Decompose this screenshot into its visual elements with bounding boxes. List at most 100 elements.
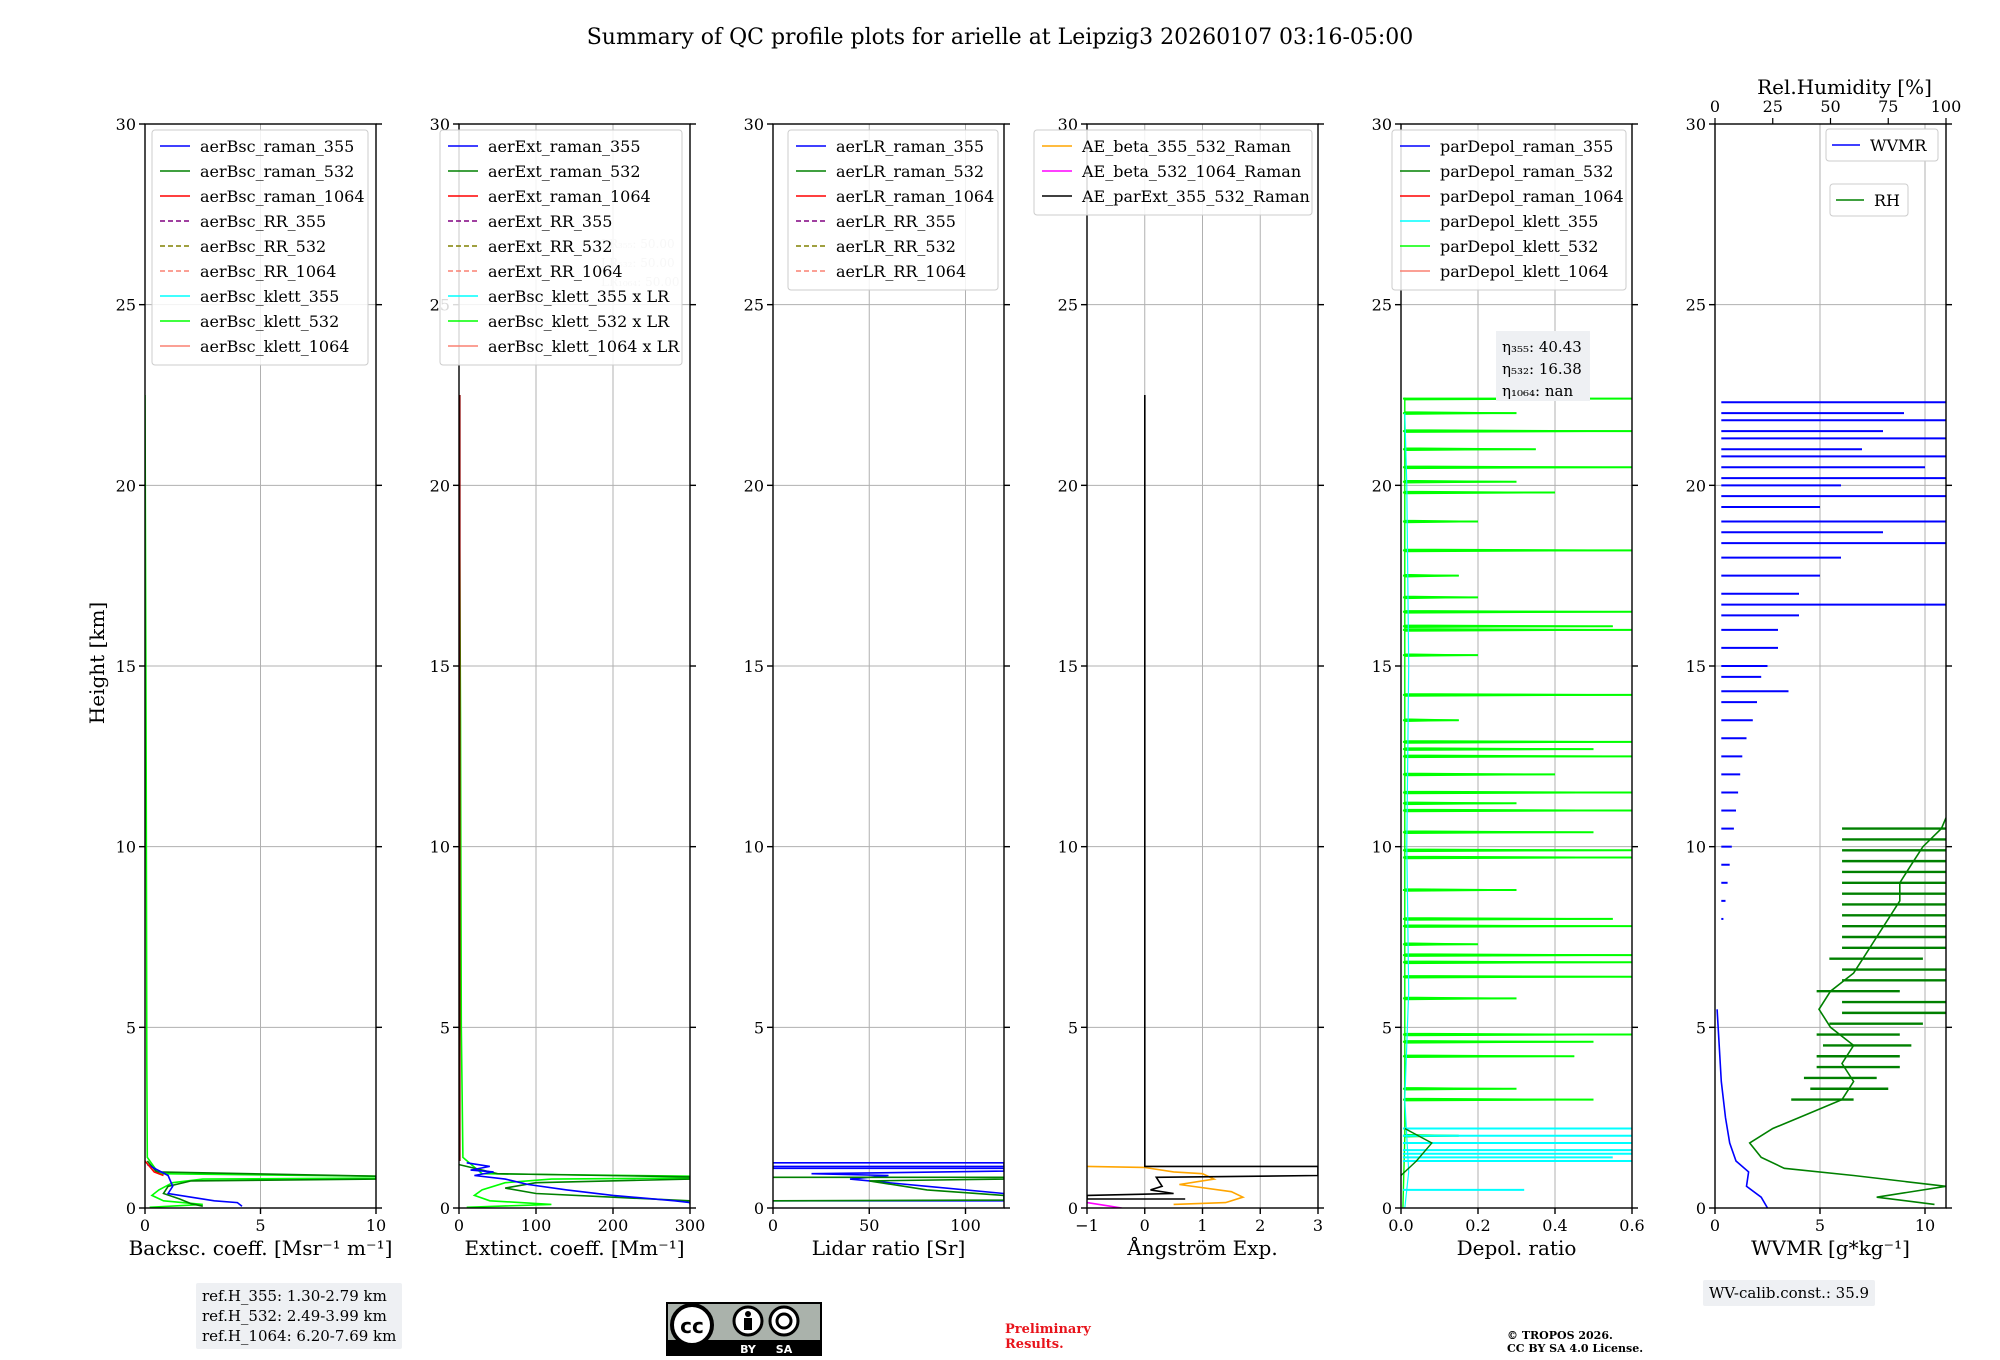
legend-label: RH (1874, 191, 1900, 210)
xtick-label: 300 (675, 1216, 706, 1235)
xtick-label: 1 (1197, 1216, 1207, 1235)
legend-label: aerLR_RR_355 (836, 212, 956, 231)
xtick-label: 10 (366, 1216, 386, 1235)
plot-area-wv (1716, 401, 1946, 1208)
legend-label: aerExt_RR_355 (488, 212, 612, 231)
legend-label: aerLR_raman_355 (836, 137, 984, 156)
legend-label: aerBsc_klett_532 (200, 312, 339, 331)
ytick-label: 0 (1068, 1199, 1078, 1218)
ytick-label: 10 (430, 838, 450, 857)
legend-label: aerLR_raman_1064 (836, 187, 994, 206)
ytick-label: 10 (116, 838, 136, 857)
legend-label: aerBsc_klett_355 (200, 287, 339, 306)
legend-label: aerExt_raman_1064 (488, 187, 651, 206)
ytick-label: 20 (1058, 476, 1078, 495)
legend-label: AE_beta_532_1064_Raman (1081, 162, 1301, 181)
ytick-label: 20 (744, 476, 764, 495)
ytick-label: 20 (1372, 476, 1392, 495)
legend-label: aerBsc_klett_1064 x LR (488, 337, 680, 356)
ytick-label: 10 (1686, 838, 1706, 857)
legend-label: aerBsc_klett_1064 (200, 337, 349, 356)
legend-label: aerBsc_raman_1064 (200, 187, 365, 206)
series-aerLR_raman_532 (773, 1176, 1004, 1202)
legend-frame (787, 129, 999, 291)
ytick-label: 30 (430, 115, 450, 134)
ytick-label: 15 (116, 657, 136, 676)
legend-label: aerBsc_RR_355 (200, 212, 326, 231)
wv-calib-const: WV-calib.const.: 35.9 (1709, 1284, 1870, 1302)
ytick-label: 30 (744, 115, 764, 134)
ytick-label: 10 (1058, 838, 1078, 857)
xtick-label: 5 (1815, 1216, 1825, 1235)
x-axis-label: Backsc. coeff. [Msr⁻¹ m⁻¹] (129, 1236, 393, 1260)
plot-area-ext (459, 394, 690, 1208)
legend-label: aerExt_RR_532 (488, 237, 612, 256)
xtick-label: 0.0 (1388, 1216, 1413, 1235)
y-axis-label: Height [km] (85, 602, 109, 724)
ytick-label: 25 (1058, 296, 1078, 315)
legend-depol: parDepol_raman_355 parDepol_raman_532 parD… (1391, 129, 1627, 291)
series-RH (1748, 817, 1946, 1206)
series-aerBsc_raman_532 (146, 1160, 376, 1207)
xtick-label: 100 (950, 1216, 981, 1235)
legend-label: parDepol_klett_1064 (1440, 262, 1609, 281)
legend-label: AE_beta_355_532_Raman (1081, 137, 1291, 156)
ytick-label: 25 (1372, 296, 1392, 315)
series-aerBsc_raman_355 (146, 1163, 243, 1207)
ytick-label: 0 (1382, 1199, 1392, 1218)
legend-wvmr: WVMR (1825, 128, 1939, 162)
legend-label: parDepol_klett_355 (1440, 212, 1598, 231)
legend-rh: RH (1829, 183, 1909, 217)
legend-label: aerBsc_klett_355 x LR (488, 287, 670, 306)
xtick-label: 50 (859, 1216, 879, 1235)
series-AE_beta_532_1064_Raman (1087, 1201, 1122, 1208)
preliminary-line-2: Results. (1005, 1337, 1064, 1352)
xtick-label: 100 (521, 1216, 552, 1235)
ytick-label: 10 (744, 838, 764, 857)
ytick-label: 5 (126, 1018, 136, 1037)
ytick-label: 25 (744, 296, 764, 315)
xtick-label: 3 (1313, 1216, 1323, 1235)
legend-lr: aerLR_raman_355 aerLR_raman_532 aerLR_rama… (787, 129, 999, 291)
xtick-label: 200 (598, 1216, 629, 1235)
ytick-label: 15 (1686, 657, 1706, 676)
ytick-label: 30 (1058, 115, 1078, 134)
eta-0: η₃₅₅: 40.43 (1502, 338, 1582, 356)
series-parDepol_raman_532 (1401, 1127, 1433, 1177)
series-parDepol_klett_355 (1404, 413, 1410, 1208)
xtick-label: 0 (768, 1216, 778, 1235)
xtick-label: 0 (1140, 1216, 1150, 1235)
plot-area-bsc (145, 394, 376, 1208)
copyright-note: © TROPOS 2026. CC BY SA 4.0 License. (1507, 1329, 1643, 1355)
x-axis-label: Ångström Exp. (1126, 1235, 1277, 1260)
ytick-label: 0 (1696, 1199, 1706, 1218)
legend-label: parDepol_klett_532 (1440, 237, 1598, 256)
ytick-label: 5 (440, 1018, 450, 1037)
cc-sa-label: SA (776, 1343, 793, 1356)
legend-label: aerExt_RR_1064 (488, 262, 623, 281)
ytick-label: 0 (440, 1199, 450, 1218)
reference-height-box: ref.H_355: 1.30-2.79 km ref.H_532: 2.49-… (196, 1283, 403, 1349)
series-AE_beta_355_532_Raman (1087, 1165, 1246, 1206)
legend-label: aerExt_raman_532 (488, 162, 641, 181)
xtick-label: 10 (1915, 1216, 1935, 1235)
ytick-label: 25 (116, 296, 136, 315)
xtick-label: 0 (140, 1216, 150, 1235)
wv-calibration-box: WV-calib.const.: 35.9 (1703, 1280, 1876, 1306)
ytick-label: 10 (1372, 838, 1392, 857)
ytick-label: 30 (116, 115, 136, 134)
series-aerBsc_raman_1064 (145, 1160, 164, 1177)
legend-label: aerBsc_RR_1064 (200, 262, 336, 281)
series-aerExt_raman_355 (466, 1162, 690, 1204)
legend-frame (1829, 183, 1909, 217)
xtick-label: 5 (255, 1216, 265, 1235)
legend-label: WVMR (1870, 136, 1927, 155)
legend-label: aerLR_RR_1064 (836, 262, 966, 281)
ytick-label: 0 (126, 1199, 136, 1218)
legend-ae: AE_beta_355_532_Raman AE_beta_532_1064_Ra… (1033, 129, 1313, 216)
legend-label: AE_parExt_355_532_Raman (1081, 187, 1310, 206)
figure-title: Summary of QC profile plots for arielle … (587, 25, 1414, 50)
series-aerBsc_klett_532 x LR (459, 394, 690, 1208)
